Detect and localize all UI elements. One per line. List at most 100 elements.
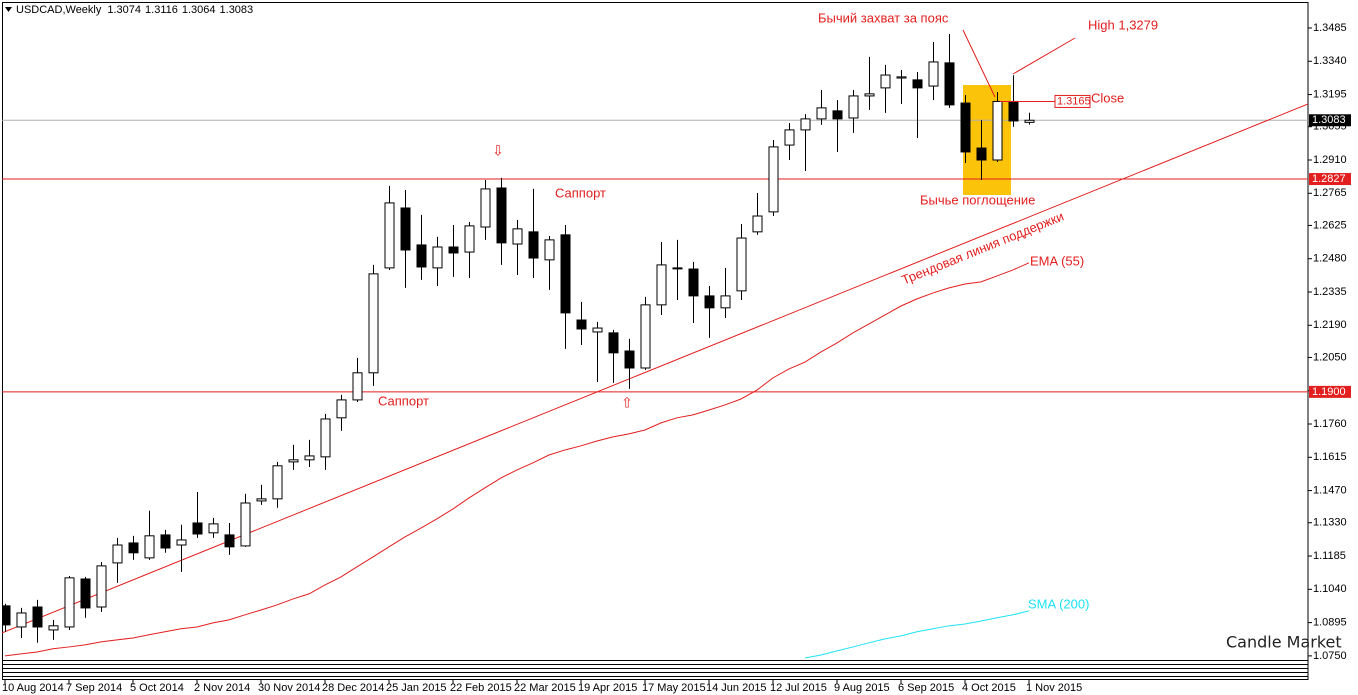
candle-body [432,246,443,269]
y-tick-label: 1.1470 [1313,484,1347,496]
candle-body [208,523,219,534]
candle-body [960,102,971,153]
candle-body [624,350,635,369]
close-marker-box [1054,94,1091,108]
y-tick-label: 1.2765 [1313,187,1347,199]
candle-body [640,304,651,369]
candle-body [560,234,571,314]
symbol: USDCAD,Weekly [16,4,102,16]
x-tick-label: 1 Nov 2015 [1026,682,1082,694]
y-tick-label: 1.3485 [1313,22,1347,34]
candle-body [176,539,187,546]
candle-body [896,76,907,79]
x-tick-label: 28 Dec 2014 [322,682,384,694]
candle-body [528,231,539,259]
y-tick-label: 1.1330 [1313,517,1347,529]
level-label: 1.2827 [1312,173,1346,185]
candle-body [240,502,251,547]
candle-body [736,237,747,292]
candle-body [848,95,859,119]
x-tick-label: 25 Jan 2015 [386,682,447,694]
ma-line [4,262,1030,657]
price-label-box [1309,114,1351,127]
y-tick-label: 1.0750 [1313,650,1347,662]
candle-body [288,459,299,463]
x-tick-label: 14 Jun 2015 [706,682,767,694]
pointer-line [1012,37,1076,75]
candle-body [480,188,491,228]
candle-body [416,244,427,268]
candle-body [880,74,891,89]
candle-body [816,107,827,120]
candle-body [992,100,1003,161]
ma-label: SMA (200) [1028,596,1089,611]
candle-body [768,146,779,213]
annotation: Бычий захват за пояс [818,10,949,25]
y-tick-label: 1.2625 [1313,219,1347,231]
candle-body [912,79,923,89]
candle-body [224,534,235,548]
y-tick-label: 1.1040 [1313,583,1347,595]
candle-body [688,268,699,297]
candle-body [672,267,683,270]
candle-body [112,544,123,564]
header: USDCAD,Weekly 1.3074 1.3116 1.3064 1.3083 [16,4,253,16]
annotation: Саппорт [378,393,429,408]
ma-label: EMA (55) [1030,253,1084,268]
x-tick-label: 4 Oct 2015 [962,682,1016,694]
candle-body [336,399,347,419]
candle-body [352,372,363,401]
y-tick-label: 1.2335 [1313,286,1347,298]
x-tick-label: 5 Oct 2014 [130,682,184,694]
candle-body [448,246,459,254]
candle-body [832,110,843,120]
candle-body [144,535,155,559]
x-tick-label: 9 Aug 2015 [834,682,890,694]
highlight-box [963,85,1011,195]
candle-body [1008,100,1019,122]
y-tick-label: 1.2910 [1313,154,1347,166]
candle-body [976,147,987,161]
candle-body [464,225,475,253]
y-tick-label: 1.1760 [1313,418,1347,430]
candle-body [192,522,203,535]
watermark: Candle Market [1226,633,1342,652]
candle-body [784,129,795,146]
candle-body [512,228,523,245]
candle-body [48,625,59,631]
menu-triangle [5,7,12,12]
annotation: Close [1091,90,1124,105]
level-label-box [1309,385,1351,398]
x-tick-label: 22 Mar 2015 [514,682,576,694]
down-arrow-icon: ⇩ [492,143,504,159]
level-label: 1.1900 [1312,386,1346,398]
up-arrow-icon: ⇧ [621,395,633,411]
ma-line [804,610,1030,659]
bottom-stripes [2,660,1308,677]
annotation: Бычье поглощение [920,192,1035,207]
candle-body [256,498,267,502]
x-tick-label: 17 May 2015 [642,682,706,694]
y-tick-label: 1.3195 [1313,88,1347,100]
price-label: 1.3083 [1312,114,1346,126]
candle-body [32,606,43,628]
y-tick-label: 1.0895 [1313,617,1347,629]
candle-body [368,273,379,374]
candle-body [80,578,91,609]
candle-body [608,332,619,354]
open-value: 1.3074 [107,4,141,16]
candle-body [800,118,811,131]
candle-body [864,93,875,97]
candle-body [944,62,955,106]
y-tick-label: 1.2050 [1313,351,1347,363]
annotation: Саппорт [555,185,606,200]
candle-body [592,327,603,333]
y-tick-label: 1.1185 [1313,550,1346,562]
candle-body [704,295,715,309]
candle-body [720,295,731,309]
y-tick-label: 1.1615 [1313,451,1347,463]
x-tick-label: 22 Feb 2015 [450,682,512,694]
